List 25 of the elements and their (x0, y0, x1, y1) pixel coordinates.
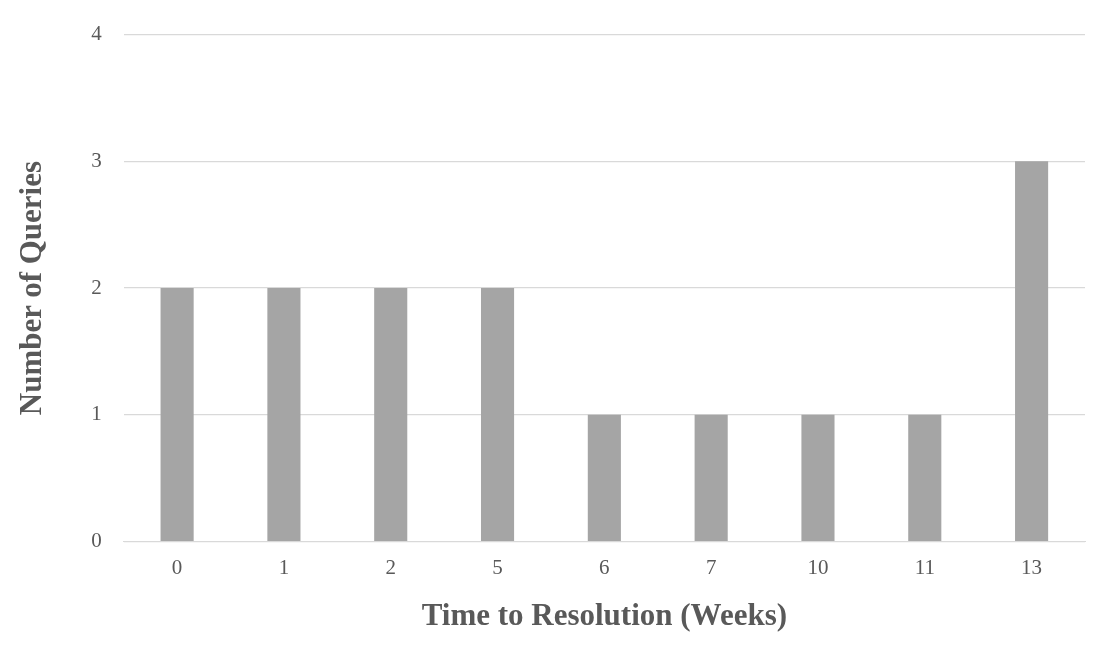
bar (908, 414, 942, 541)
y-tick-label: 4 (91, 21, 103, 46)
x-tick-label: 2 (385, 554, 396, 579)
bar (374, 288, 408, 541)
y-tick-label: 1 (91, 401, 102, 426)
bar (587, 414, 621, 541)
x-tick-label: 0 (171, 554, 183, 579)
x-tick-label: 5 (492, 554, 503, 579)
x-tick-label: 1 (278, 554, 290, 579)
x-tick-label: 7 (705, 554, 717, 579)
x-tick-label: 11 (914, 554, 935, 579)
y-tick-label: 2 (91, 274, 102, 299)
x-axis-title: Time to Resolution (Weeks) (421, 597, 788, 633)
x-tick-label: 10 (807, 554, 829, 579)
y-tick-label: 3 (91, 147, 102, 172)
bar (160, 288, 194, 541)
bar (480, 288, 515, 541)
bar (801, 414, 835, 541)
x-tick-label: 13 (1021, 554, 1043, 579)
y-tick-label: 0 (91, 528, 102, 553)
x-tick-label: 6 (599, 554, 610, 579)
bar (267, 288, 301, 541)
bar (1015, 161, 1049, 541)
y-axis-title: Number of Queries (12, 160, 48, 416)
bar (694, 414, 728, 541)
